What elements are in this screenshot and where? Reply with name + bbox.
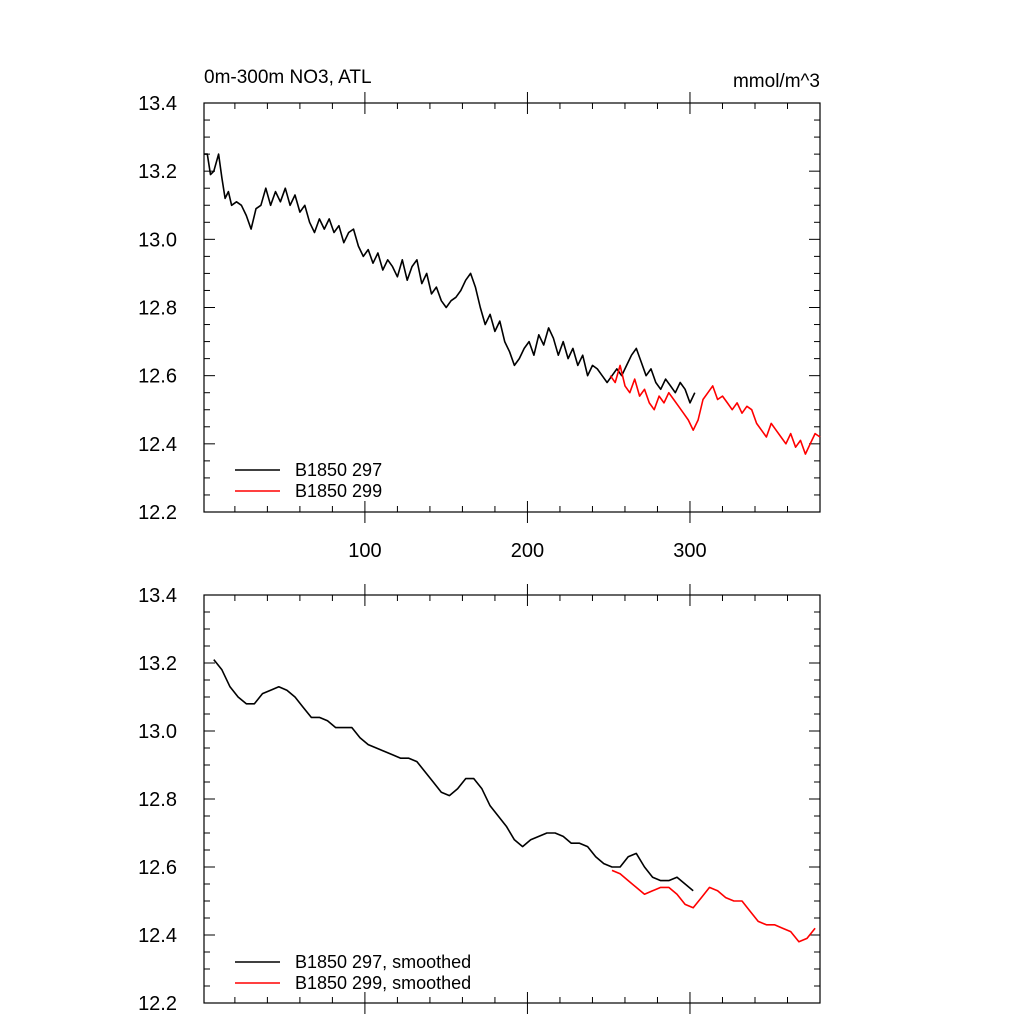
- bottom-chart-series: [213, 659, 816, 943]
- top-y-tick-label: 12.8: [138, 298, 177, 320]
- bottom-series-line-1: [213, 659, 694, 892]
- bottom-y-tick-label: 12.6: [138, 857, 177, 879]
- bottom-legend-label-2: B1850 299, smoothed: [295, 973, 471, 993]
- bottom-y-tick-label: 12.4: [138, 925, 177, 947]
- bottom-y-tick-label: 13.0: [138, 721, 177, 743]
- bottom-y-tick-label: 13.2: [138, 653, 177, 675]
- top-y-tick-label: 12.4: [138, 434, 177, 456]
- top-legend-label-1: B1850 297: [295, 460, 382, 480]
- top-x-tick-label: 200: [511, 540, 544, 562]
- top-y-tick-label: 13.2: [138, 161, 177, 183]
- top-legend-label-2: B1850 299: [295, 481, 382, 501]
- bottom-chart-panel: 12.2 12.4 12.6 12.8 13.0 13.2 13.4 B1850 297, …: [138, 584, 821, 1015]
- bottom-y-tick-label: 12.8: [138, 789, 177, 811]
- top-y-tick-label: 13.4: [138, 93, 177, 115]
- bottom-y-tick-label: 13.4: [138, 585, 177, 607]
- bottom-chart-axes: 12.2 12.4 12.6 12.8 13.0 13.2 13.4: [138, 584, 821, 1015]
- top-chart-axes: 12.2 12.4 12.6 12.8 13.0 13.2 13.4 100 200 300: [138, 92, 821, 562]
- top-chart-panel: 0m-300m NO3, ATL mmol/m^3 12.212.412.612…: [138, 67, 821, 562]
- top-y-tick-label: 13.0: [138, 229, 177, 251]
- top-y-tick-label: 12.2: [138, 502, 177, 524]
- top-chart-series: [204, 153, 821, 455]
- top-y-tick-label: 12.6: [138, 366, 177, 388]
- top-chart-units: mmol/m^3: [733, 71, 820, 92]
- bottom-y-tick-label: 12.2: [138, 993, 177, 1015]
- bottom-legend-label-1: B1850 297, smoothed: [295, 952, 471, 972]
- top-x-tick-label: 100: [348, 540, 381, 562]
- top-x-tick-label: 300: [673, 540, 706, 562]
- top-chart-title: 0m-300m NO3, ATL: [204, 67, 372, 88]
- top-series-line-2: [609, 364, 821, 455]
- bottom-series-line-2: [611, 869, 816, 943]
